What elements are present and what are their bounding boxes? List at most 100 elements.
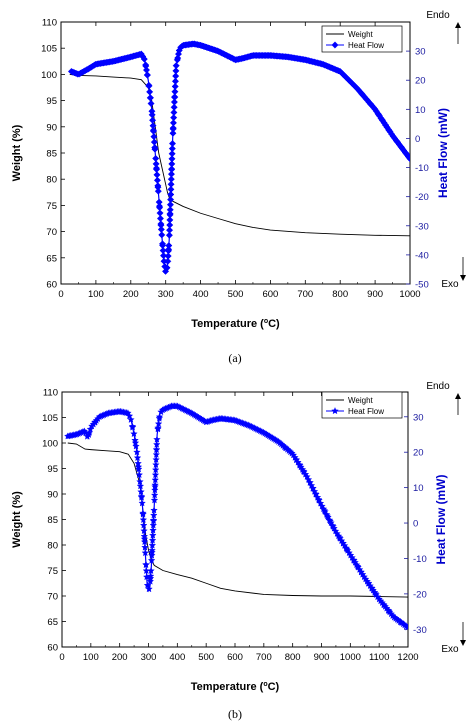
series-marker <box>140 526 148 535</box>
series-marker <box>137 487 145 496</box>
legend: Weight Heat Flow <box>321 391 403 419</box>
series-marker <box>150 491 159 499</box>
endo-annotation: Endo <box>426 381 450 392</box>
legend: Weight Heat Flow <box>321 25 403 53</box>
series-marker <box>149 521 158 529</box>
series-marker <box>149 531 157 539</box>
series-marker <box>164 247 173 255</box>
series-marker <box>385 607 393 615</box>
series-marker <box>151 476 160 484</box>
endo-annotation: Endo <box>426 10 450 21</box>
series-marker <box>148 546 156 554</box>
y-right-tick-label: 0 <box>415 134 420 145</box>
figure-caption: (b) <box>228 707 242 721</box>
y-left-tick-label: 60 <box>47 643 58 654</box>
x-tick-label: 700 <box>297 289 313 300</box>
series-marker <box>153 176 161 184</box>
y-right-tick-label: 30 <box>415 47 426 58</box>
series-marker <box>174 50 183 58</box>
x-tick-label: 100 <box>88 289 104 300</box>
series-marker <box>146 88 154 96</box>
series-marker <box>156 209 164 217</box>
series-marker <box>152 445 161 453</box>
x-tick-label: 200 <box>123 289 139 300</box>
x-tick-label: 400 <box>193 289 209 300</box>
series-marker <box>128 423 137 431</box>
legend-label: Weight <box>348 396 374 405</box>
x-axis-label-degree: o <box>263 681 267 688</box>
series-marker <box>151 143 159 152</box>
series-marker <box>171 88 179 96</box>
series-marker <box>323 512 331 520</box>
series-marker <box>159 252 168 260</box>
series-marker <box>350 556 358 564</box>
series-marker <box>173 56 181 64</box>
y-left-tick-label: 70 <box>46 227 57 238</box>
series-marker <box>146 577 155 585</box>
series-marker <box>165 226 174 234</box>
x-tick-label: 0 <box>59 652 64 663</box>
y-right-axis-label: Heat Flow (mW) <box>436 108 450 198</box>
series-marker <box>168 145 176 153</box>
series-marker <box>147 556 156 564</box>
y-left-axis-label: Weight (%) <box>11 124 23 181</box>
x-axis-label-unit: C) <box>268 318 280 330</box>
y-right-tick-label: -10 <box>415 163 429 174</box>
series-marker <box>171 93 179 101</box>
series-marker <box>131 436 139 444</box>
series-marker <box>141 543 149 551</box>
series-marker <box>150 506 158 514</box>
series-marker <box>348 79 356 87</box>
series-marker <box>367 100 375 108</box>
series-marker <box>153 171 161 179</box>
x-axis-label-unit: C) <box>268 681 280 693</box>
series-marker <box>134 465 143 473</box>
y-left-tick-label: 90 <box>46 122 57 133</box>
series-marker <box>397 143 405 151</box>
series-marker <box>151 486 159 494</box>
series-marker <box>170 103 178 111</box>
series-marker <box>154 425 162 433</box>
y-right-tick-label: 30 <box>413 412 424 423</box>
x-tick-label: 600 <box>262 289 278 300</box>
series-marker <box>166 206 174 214</box>
x-tick-label: 1000 <box>399 289 420 300</box>
y-right-tick-label: 0 <box>413 519 418 530</box>
y-left-tick-label: 85 <box>47 515 58 526</box>
series-marker <box>137 493 146 501</box>
series-heat-flow <box>64 402 408 631</box>
series-marker <box>145 585 153 593</box>
series-marker <box>161 262 169 271</box>
exo-annotation: Exo <box>441 279 459 290</box>
series-marker <box>167 196 175 204</box>
series-marker <box>164 252 172 260</box>
y-right-tick-label: -50 <box>415 280 429 291</box>
endo-arrow-head <box>455 22 461 28</box>
series-marker <box>397 618 405 626</box>
series-line <box>71 43 410 273</box>
legend-label: Weight <box>348 30 374 39</box>
series-marker <box>357 568 365 576</box>
series-marker <box>406 155 410 163</box>
series-marker <box>152 450 161 458</box>
series-line <box>67 405 408 629</box>
x-tick-label: 700 <box>256 652 272 663</box>
y-left-tick-label: 65 <box>47 617 58 628</box>
series-marker <box>127 415 135 423</box>
y-left-tick-label: 75 <box>47 566 58 577</box>
series-weight <box>67 442 408 598</box>
x-tick-label: 1200 <box>397 652 418 663</box>
series-marker <box>152 154 160 163</box>
x-tick-label: 600 <box>227 652 243 663</box>
series-heat-flow <box>67 40 410 275</box>
series-marker <box>165 242 173 250</box>
series-marker <box>130 429 138 438</box>
legend-swatch-marker <box>331 41 339 49</box>
chart-panel-a: 0 100 200 300 400 500 600 700 800 900 100060657075… <box>11 10 466 365</box>
y-right-tick-label: 10 <box>413 483 424 494</box>
series-marker <box>145 82 153 90</box>
x-axis-label: Temperature (oC) <box>191 318 280 330</box>
x-axis-label-degree: o <box>264 318 268 325</box>
y-left-tick-label: 100 <box>42 439 58 450</box>
series-marker <box>378 116 386 124</box>
